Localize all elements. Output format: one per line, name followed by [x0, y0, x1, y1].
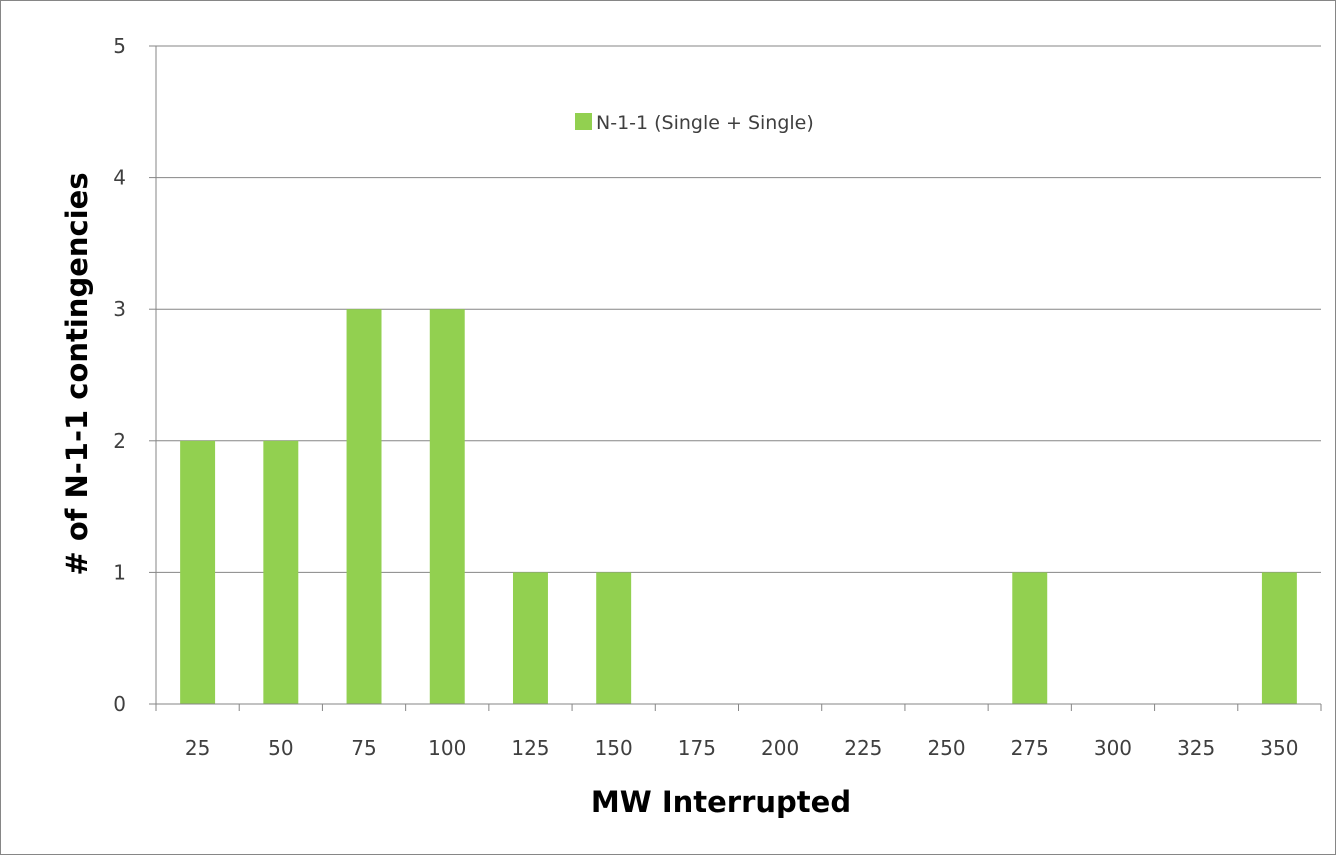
bar — [596, 572, 632, 704]
bar — [263, 440, 299, 704]
x-tick-label: 325 — [1177, 736, 1215, 760]
legend: N-1-1 (Single + Single) — [575, 112, 814, 134]
y-axis-title: # of N-1-1 contingencies — [60, 172, 94, 575]
x-tick-label: 300 — [1094, 736, 1132, 760]
x-tick-label: 350 — [1260, 736, 1298, 760]
y-tick-label: 0 — [113, 692, 126, 716]
y-tick-label: 2 — [113, 429, 126, 453]
x-tick-labels: 25 50 75 100 125 150 175 200 225 250 275 300 325 350 — [185, 736, 1299, 760]
x-tick-label: 50 — [268, 736, 293, 760]
x-tick-label: 250 — [927, 736, 965, 760]
bar — [180, 440, 216, 704]
y-tick-labels: 0 1 2 3 4 5 — [113, 34, 126, 716]
y-tick-label: 3 — [113, 297, 126, 321]
x-tick-label: 75 — [351, 736, 376, 760]
y-tick-label: 4 — [113, 166, 126, 190]
x-tick-label: 200 — [761, 736, 799, 760]
bar — [429, 309, 465, 704]
axes — [149, 45, 1322, 711]
legend-label: N-1-1 (Single + Single) — [596, 112, 814, 134]
x-tick-label: 125 — [511, 736, 549, 760]
y-tick-label: 5 — [113, 34, 126, 58]
x-tick-label: 100 — [428, 736, 466, 760]
x-tick-label: 225 — [844, 736, 882, 760]
x-tick-label: 150 — [595, 736, 633, 760]
bars — [180, 309, 1297, 704]
legend-swatch — [575, 113, 592, 130]
x-axis-title: MW Interrupted — [591, 785, 851, 819]
bar — [346, 309, 382, 704]
bar — [512, 572, 548, 704]
bar — [1261, 572, 1297, 704]
y-tick-label: 1 — [113, 560, 126, 584]
x-tick-label: 25 — [185, 736, 210, 760]
bar — [1012, 572, 1048, 704]
x-tick-label: 175 — [678, 736, 716, 760]
x-tick-label: 275 — [1011, 736, 1049, 760]
